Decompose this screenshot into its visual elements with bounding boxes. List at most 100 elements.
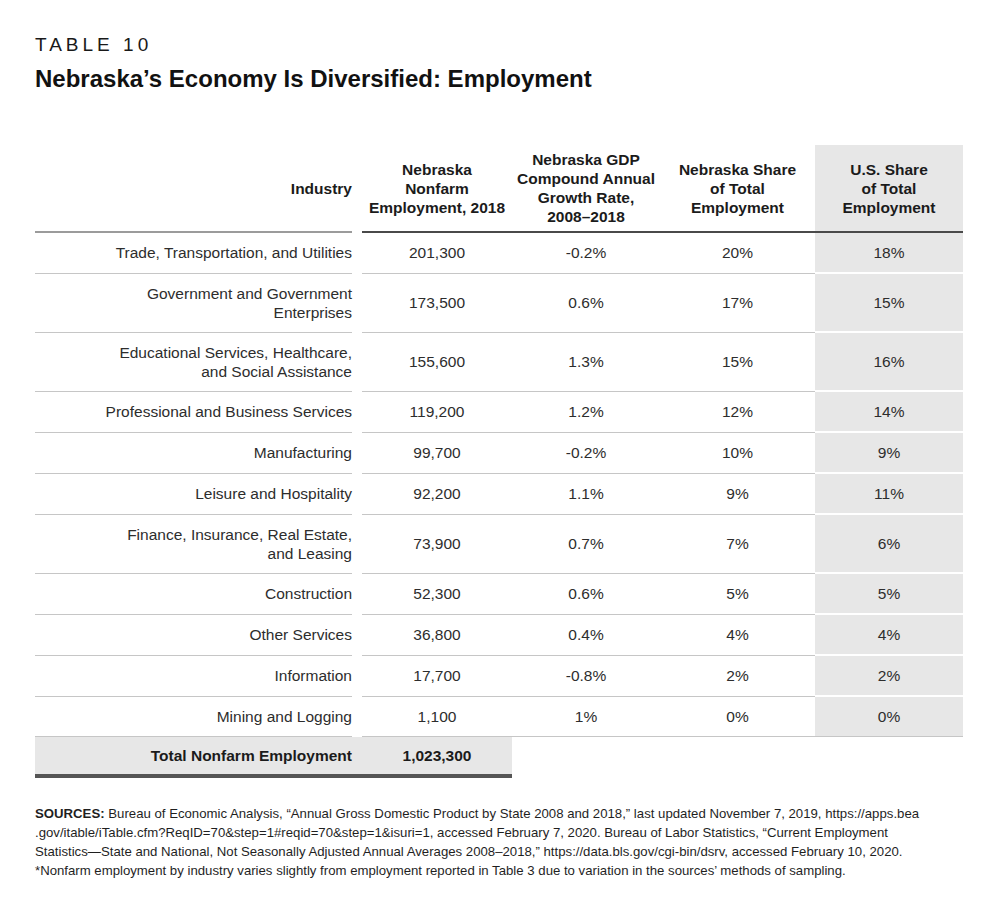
table-body: Trade, Transportation, and Utilities201,… xyxy=(35,232,963,737)
us-share-cell: 9% xyxy=(815,432,963,473)
industry-cell: Educational Services, Healthcare, and So… xyxy=(35,332,352,391)
cagr-cell: 0.4% xyxy=(512,614,660,655)
table-row: Leisure and Hospitality92,2001.1%9%11% xyxy=(35,473,963,514)
source-notes: SOURCES: Bureau of Economic Analysis, “A… xyxy=(35,804,985,880)
column-gutter xyxy=(352,145,362,232)
page-title: Nebraska’s Economy Is Diversified: Emplo… xyxy=(35,65,963,93)
ne-share-cell: 20% xyxy=(660,232,815,273)
table-row: Information17,700-0.8%2%2% xyxy=(35,655,963,696)
industry-cell: Mining and Logging xyxy=(35,696,352,737)
cagr-cell: -0.2% xyxy=(512,232,660,273)
industry-cell: Leisure and Hospitality xyxy=(35,473,352,514)
ne-share-cell: 0% xyxy=(660,696,815,737)
us-share-cell: 15% xyxy=(815,273,963,332)
table-row: Manufacturing99,700-0.2%10%9% xyxy=(35,432,963,473)
us-share-cell: 18% xyxy=(815,232,963,273)
column-header-gdp-growth-rate: Nebraska GDP Compound Annual Growth Rate… xyxy=(512,145,660,232)
cagr-cell: 1% xyxy=(512,696,660,737)
gutter-cell xyxy=(352,332,362,391)
column-header-nebraska-share: Nebraska Share of Total Employment xyxy=(660,145,815,232)
employment-cell: 17,700 xyxy=(362,655,512,696)
employment-cell: 155,600 xyxy=(362,332,512,391)
gutter-cell xyxy=(352,655,362,696)
footnote: *Nonfarm employment by industry varies s… xyxy=(35,861,985,880)
gutter-cell xyxy=(352,573,362,614)
employment-cell: 92,200 xyxy=(362,473,512,514)
ne-share-cell: 7% xyxy=(660,514,815,573)
us-share-cell: 11% xyxy=(815,473,963,514)
industry-cell: Government and Government Enterprises xyxy=(35,273,352,332)
ne-share-cell: 15% xyxy=(660,332,815,391)
cagr-cell: 0.7% xyxy=(512,514,660,573)
table-row: Construction52,3000.6%5%5% xyxy=(35,573,963,614)
employment-cell: 36,800 xyxy=(362,614,512,655)
industry-cell: Manufacturing xyxy=(35,432,352,473)
total-empty-cell xyxy=(512,737,963,777)
industry-cell: Trade, Transportation, and Utilities xyxy=(35,232,352,273)
table-row: Professional and Business Services119,20… xyxy=(35,391,963,432)
us-share-cell: 6% xyxy=(815,514,963,573)
gutter-cell xyxy=(352,273,362,332)
sources-line-3: Statistics—State and National, Not Seaso… xyxy=(35,842,985,861)
ne-share-cell: 9% xyxy=(660,473,815,514)
table-row: Educational Services, Healthcare, and So… xyxy=(35,332,963,391)
cagr-cell: 1.1% xyxy=(512,473,660,514)
table-row: Finance, Insurance, Real Estate, and Lea… xyxy=(35,514,963,573)
employment-cell: 52,300 xyxy=(362,573,512,614)
table-number: TABLE 10 xyxy=(35,34,963,56)
gutter-cell xyxy=(352,696,362,737)
cagr-cell: 0.6% xyxy=(512,273,660,332)
cagr-cell: 1.3% xyxy=(512,332,660,391)
ne-share-cell: 4% xyxy=(660,614,815,655)
employment-cell: 1,100 xyxy=(362,696,512,737)
total-label: Total Nonfarm Employment xyxy=(35,737,362,777)
employment-cell: 119,200 xyxy=(362,391,512,432)
ne-share-cell: 2% xyxy=(660,655,815,696)
industry-cell: Other Services xyxy=(35,614,352,655)
column-header-industry: Industry xyxy=(35,145,352,232)
column-header-us-share: U.S. Share of Total Employment xyxy=(815,145,963,232)
header-row: Industry Nebraska Nonfarm Employment, 20… xyxy=(35,145,963,232)
cagr-cell: 0.6% xyxy=(512,573,660,614)
employment-cell: 99,700 xyxy=(362,432,512,473)
ne-share-cell: 5% xyxy=(660,573,815,614)
column-header-nonfarm-employment: Nebraska Nonfarm Employment, 2018 xyxy=(362,145,512,232)
gutter-cell xyxy=(352,232,362,273)
cagr-cell: 1.2% xyxy=(512,391,660,432)
ne-share-cell: 12% xyxy=(660,391,815,432)
industry-cell: Finance, Insurance, Real Estate, and Lea… xyxy=(35,514,352,573)
sources-text-1: Bureau of Economic Analysis, “Annual Gro… xyxy=(108,806,919,821)
table-row: Trade, Transportation, and Utilities201,… xyxy=(35,232,963,273)
us-share-cell: 2% xyxy=(815,655,963,696)
sources-line-1: SOURCES: Bureau of Economic Analysis, “A… xyxy=(35,804,985,823)
employment-table: Industry Nebraska Nonfarm Employment, 20… xyxy=(35,145,963,778)
gutter-cell xyxy=(352,473,362,514)
cagr-cell: -0.2% xyxy=(512,432,660,473)
gutter-cell xyxy=(352,514,362,573)
us-share-cell: 0% xyxy=(815,696,963,737)
gutter-cell xyxy=(352,432,362,473)
total-value: 1,023,300 xyxy=(362,737,512,777)
ne-share-cell: 10% xyxy=(660,432,815,473)
page: TABLE 10 Nebraska’s Economy Is Diversifi… xyxy=(0,0,1000,903)
employment-cell: 173,500 xyxy=(362,273,512,332)
table-header: Industry Nebraska Nonfarm Employment, 20… xyxy=(35,145,963,232)
gutter-cell xyxy=(352,614,362,655)
industry-cell: Construction xyxy=(35,573,352,614)
total-row: Total Nonfarm Employment 1,023,300 xyxy=(35,737,963,777)
table-row: Other Services36,8000.4%4%4% xyxy=(35,614,963,655)
us-share-cell: 14% xyxy=(815,391,963,432)
table-footer: Total Nonfarm Employment 1,023,300 xyxy=(35,737,963,777)
employment-cell: 73,900 xyxy=(362,514,512,573)
us-share-cell: 4% xyxy=(815,614,963,655)
us-share-cell: 5% xyxy=(815,573,963,614)
table-row: Mining and Logging1,1001%0%0% xyxy=(35,696,963,737)
sources-line-2: .gov/itable/iTable.cfm?ReqID=70&step=1#r… xyxy=(35,823,985,842)
cagr-cell: -0.8% xyxy=(512,655,660,696)
employment-cell: 201,300 xyxy=(362,232,512,273)
sources-label: SOURCES: xyxy=(35,806,105,821)
ne-share-cell: 17% xyxy=(660,273,815,332)
table-row: Government and Government Enterprises173… xyxy=(35,273,963,332)
industry-cell: Professional and Business Services xyxy=(35,391,352,432)
us-share-cell: 16% xyxy=(815,332,963,391)
